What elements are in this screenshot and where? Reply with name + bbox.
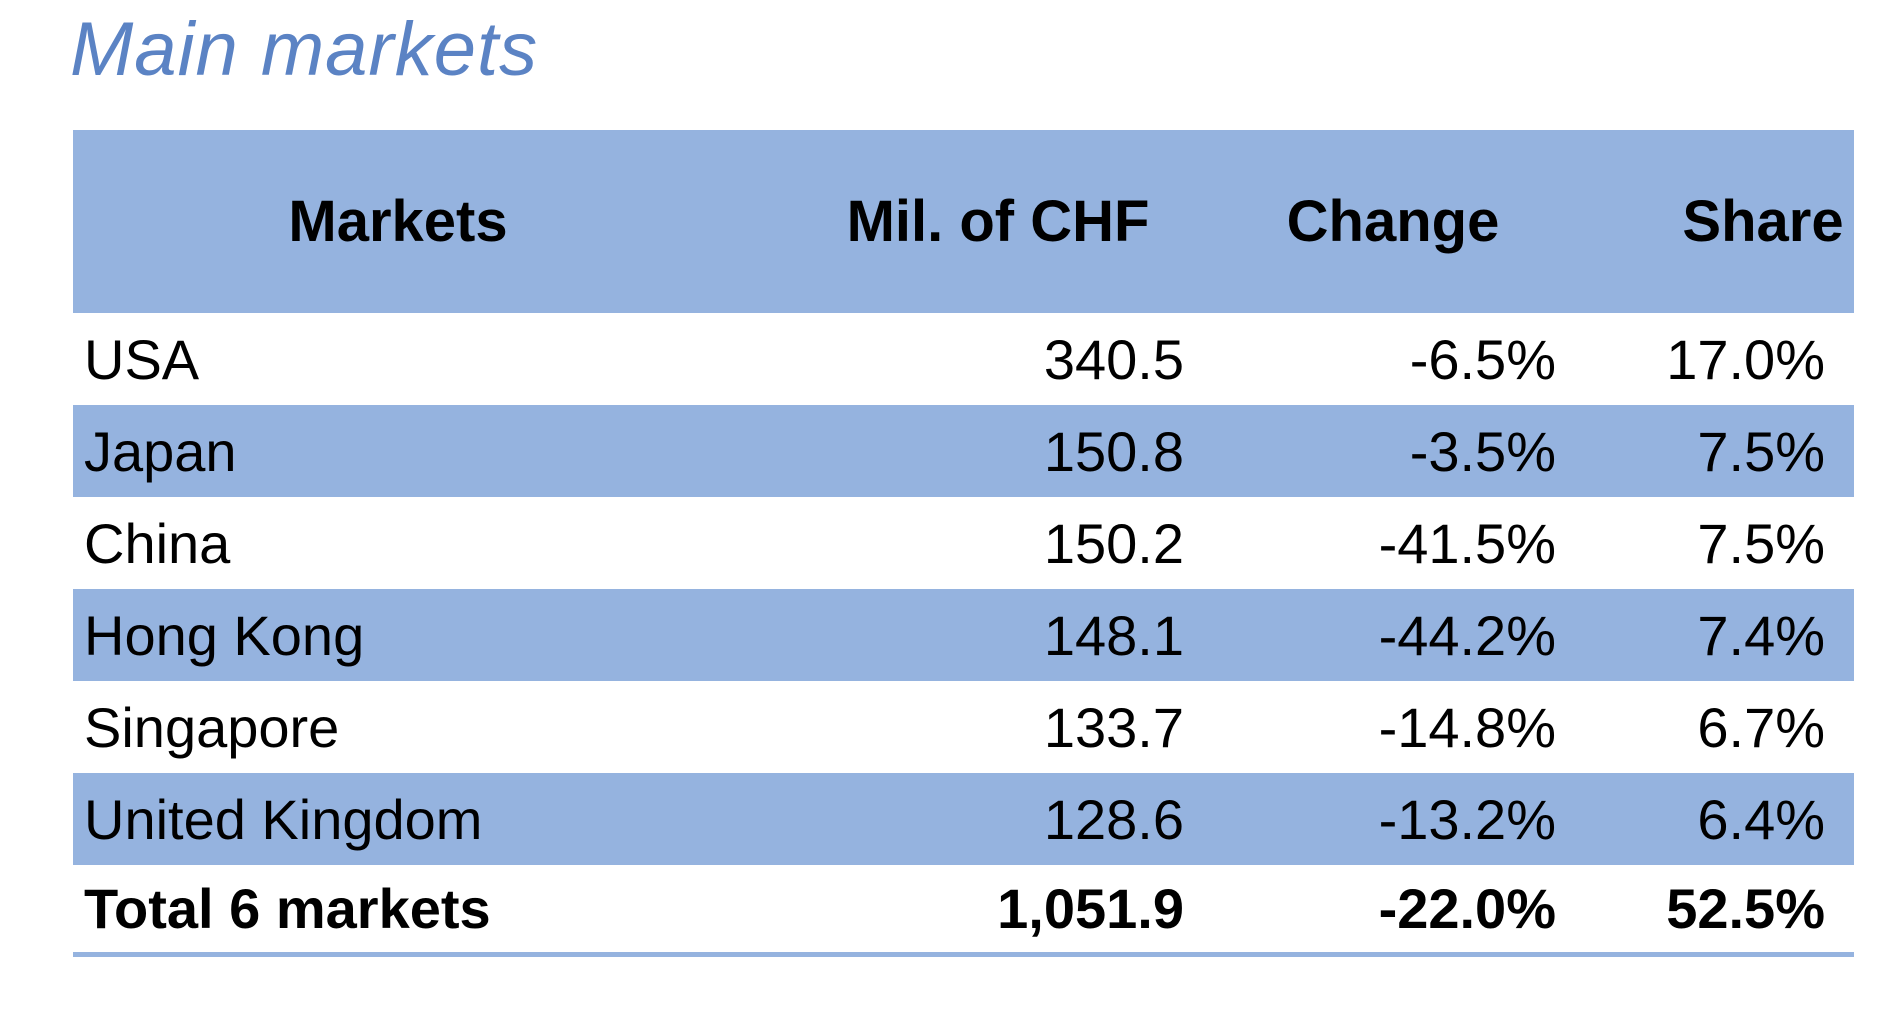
change-cell: -6.5% (1409, 327, 1556, 391)
market-cell: Singapore (84, 695, 340, 759)
table-row: Japan 150.8 -3.5% 7.5% (73, 405, 1854, 497)
header-share: Share (1682, 189, 1844, 254)
share-cell: 7.5% (1697, 511, 1825, 575)
value-cell: 150.2 (1043, 511, 1184, 575)
table-total-row: Total 6 markets 1,051.9 -22.0% 52.5% (73, 865, 1854, 957)
page-title: Main markets (70, 7, 539, 92)
table-row: Singapore 133.7 -14.8% 6.7% (73, 681, 1854, 773)
table-row: United Kingdom 128.6 -13.2% 6.4% (73, 773, 1854, 865)
table-row: Hong Kong 148.1 -44.2% 7.4% (73, 589, 1854, 681)
total-change: -22.0% (1378, 877, 1556, 940)
share-cell: 7.4% (1697, 603, 1825, 667)
change-cell: -41.5% (1378, 511, 1556, 575)
market-cell: United Kingdom (84, 787, 483, 851)
market-cell: China (84, 511, 231, 575)
total-label: Total 6 markets (84, 877, 491, 940)
change-cell: -13.2% (1378, 787, 1556, 851)
market-cell: USA (84, 327, 200, 391)
share-cell: 7.5% (1697, 419, 1825, 483)
value-cell: 340.5 (1043, 327, 1184, 391)
change-cell: -3.5% (1409, 419, 1556, 483)
header-change: Change (1286, 189, 1500, 254)
table-row: China 150.2 -41.5% 7.5% (73, 497, 1854, 589)
value-cell: 133.7 (1043, 695, 1184, 759)
header-markets: Markets (288, 189, 508, 254)
value-cell: 150.8 (1043, 419, 1184, 483)
change-cell: -14.8% (1378, 695, 1556, 759)
total-value: 1,051.9 (997, 877, 1184, 940)
share-cell: 6.7% (1697, 695, 1825, 759)
header-mil-chf: Mil. of CHF (846, 189, 1150, 254)
total-share: 52.5% (1666, 877, 1825, 940)
market-cell: Japan (84, 419, 237, 483)
market-cell: Hong Kong (84, 603, 365, 667)
markets-table: Markets Mil. of CHF Change Share USA 340… (73, 130, 1854, 957)
table-row: USA 340.5 -6.5% 17.0% (73, 313, 1854, 405)
share-cell: 17.0% (1666, 327, 1825, 391)
change-cell: -44.2% (1378, 603, 1556, 667)
share-cell: 6.4% (1697, 787, 1825, 851)
value-cell: 148.1 (1043, 603, 1184, 667)
table-header-row: Markets Mil. of CHF Change Share (73, 130, 1854, 313)
value-cell: 128.6 (1043, 787, 1184, 851)
